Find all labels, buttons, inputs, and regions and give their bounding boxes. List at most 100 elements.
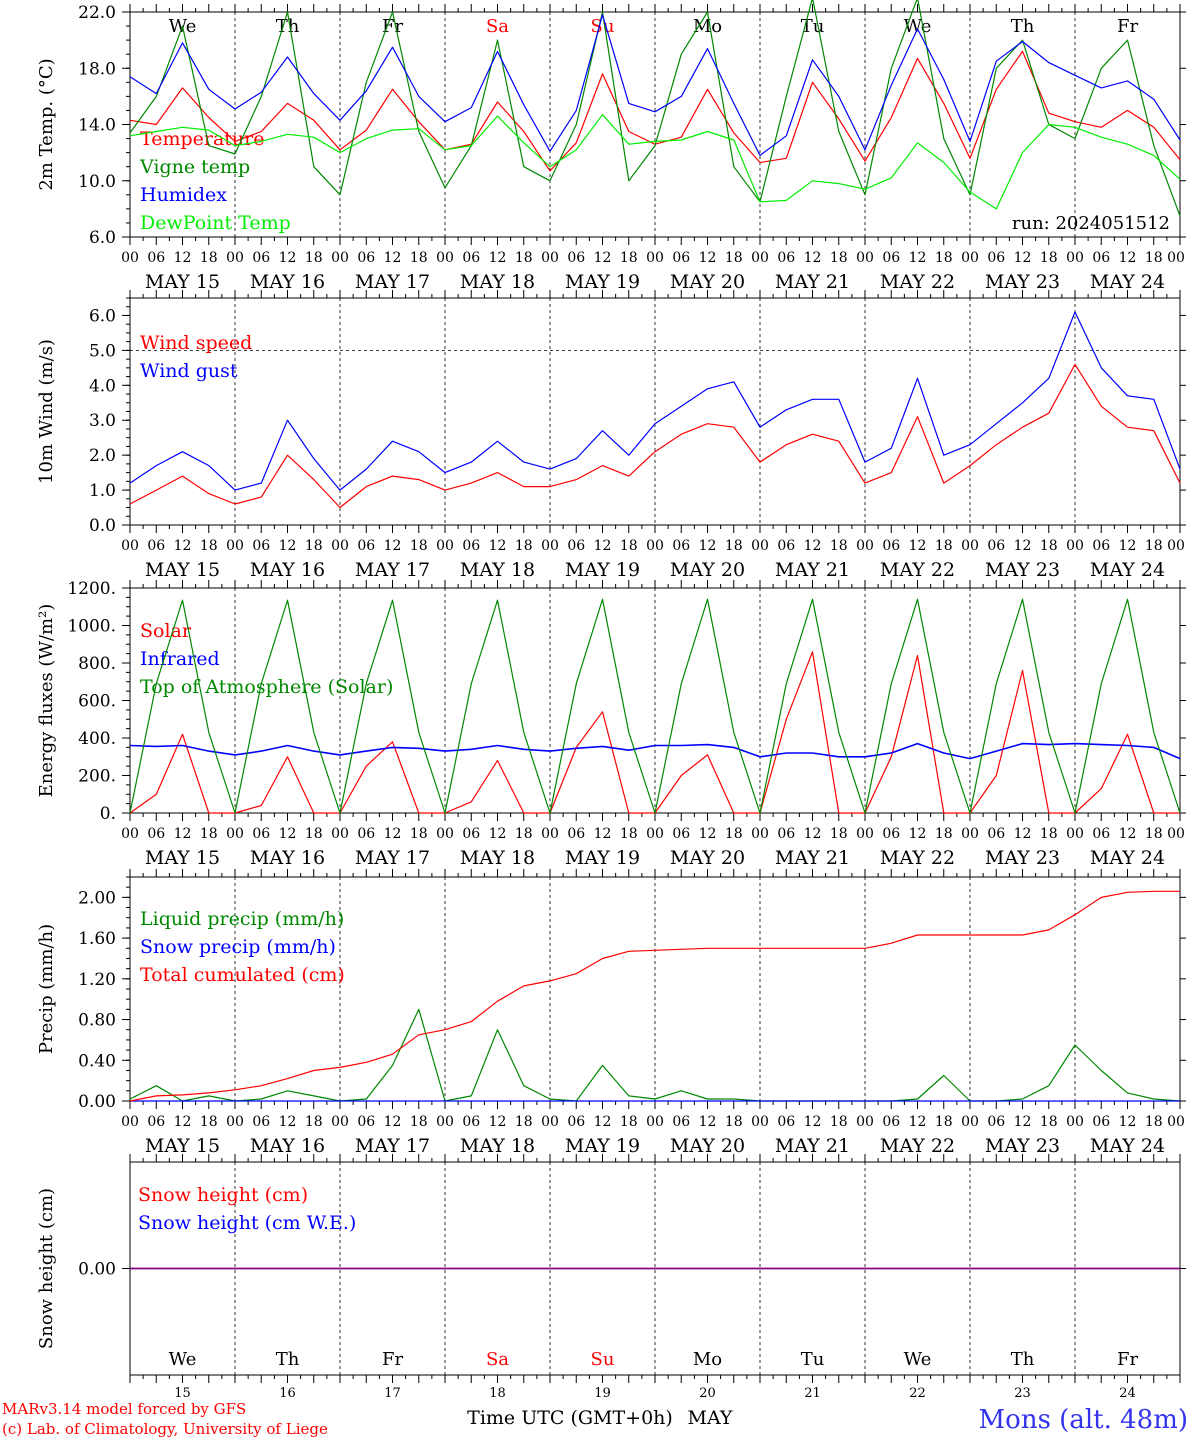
x-hour-label: 06 bbox=[672, 538, 690, 554]
x-hour-label: 00 bbox=[751, 826, 769, 842]
day-number-label: 21 bbox=[804, 1386, 821, 1401]
y-tick-label: 2.0 bbox=[89, 446, 116, 466]
x-date-label: MAY 20 bbox=[670, 559, 745, 581]
x-hour-label: 00 bbox=[646, 826, 664, 842]
station-label: Mons (alt. 48m) bbox=[979, 1405, 1188, 1435]
weekday-label: Tu bbox=[801, 16, 825, 37]
x-hour-label: 06 bbox=[672, 826, 690, 842]
x-hour-label: 06 bbox=[357, 826, 375, 842]
x-hour-label: 06 bbox=[777, 250, 795, 266]
x-hour-label: 06 bbox=[462, 1114, 480, 1130]
x-hour-label: 00 bbox=[226, 250, 244, 266]
weekday-label: We bbox=[169, 1349, 197, 1370]
x-hour-label: 06 bbox=[147, 1114, 165, 1130]
x-hour-label: 06 bbox=[777, 538, 795, 554]
x-hour-label: 00 bbox=[961, 538, 979, 554]
x-date-label: MAY 15 bbox=[145, 559, 220, 581]
series-line bbox=[129, 890, 1180, 1102]
weekday-label: Th bbox=[1011, 16, 1035, 37]
x-hour-label: 12 bbox=[174, 826, 192, 842]
x-hour-label: 00 bbox=[1066, 1114, 1084, 1130]
x-hour-label: 00 bbox=[541, 250, 559, 266]
y-tick-label: 0.0 bbox=[89, 516, 116, 536]
month-label: MAY bbox=[688, 1407, 733, 1429]
x-hour-label: 18 bbox=[725, 1114, 743, 1130]
legend-entry: Humidex bbox=[140, 184, 227, 206]
x-hour-label: 18 bbox=[515, 826, 533, 842]
weekday-label: Sa bbox=[486, 16, 509, 37]
x-date-label: MAY 16 bbox=[250, 559, 325, 581]
x-hour-label: 12 bbox=[594, 826, 612, 842]
x-hour-label: 00 bbox=[436, 826, 454, 842]
panel-frame bbox=[129, 11, 1181, 238]
x-date-label: MAY 18 bbox=[460, 271, 535, 293]
x-date-label: MAY 24 bbox=[1090, 1135, 1165, 1157]
x-hour-label: 00 bbox=[646, 1114, 664, 1130]
x-hour-label: 00 bbox=[226, 538, 244, 554]
x-hour-label: 00 bbox=[541, 826, 559, 842]
x-hour-label: 12 bbox=[804, 826, 822, 842]
y-tick-label: 1.20 bbox=[78, 970, 116, 990]
x-hour-label: 12 bbox=[909, 538, 927, 554]
x-date-label: MAY 18 bbox=[460, 1135, 535, 1157]
x-hour-label: 12 bbox=[1119, 826, 1137, 842]
x-hour-label: 18 bbox=[305, 538, 323, 554]
x-hour-label: 18 bbox=[620, 538, 638, 554]
y-tick-label: 10.0 bbox=[78, 172, 116, 192]
weekday-label: Th bbox=[276, 16, 300, 37]
weekday-label: We bbox=[904, 16, 932, 37]
x-hour-label: 06 bbox=[672, 1114, 690, 1130]
day-number-label: 16 bbox=[279, 1386, 296, 1401]
x-hour-label: 00 bbox=[961, 1114, 979, 1130]
x-date-label: MAY 15 bbox=[145, 271, 220, 293]
day-number-label: 20 bbox=[699, 1386, 716, 1401]
y-tick-label: 1000. bbox=[67, 617, 116, 637]
x-hour-label: 00 bbox=[1167, 1114, 1185, 1130]
x-hour-label: 18 bbox=[935, 1114, 953, 1130]
x-hour-label: 18 bbox=[620, 1114, 638, 1130]
y-tick-label: 14.0 bbox=[78, 116, 116, 136]
x-hour-label: 00 bbox=[1066, 826, 1084, 842]
series-line bbox=[129, 14, 1181, 156]
x-hour-label: 00 bbox=[226, 1114, 244, 1130]
x-hour-label: 18 bbox=[200, 826, 218, 842]
x-hour-label: 12 bbox=[174, 1114, 192, 1130]
weekday-label: Sa bbox=[486, 1349, 509, 1370]
x-hour-label: 18 bbox=[725, 250, 743, 266]
x-hour-label: 18 bbox=[200, 1114, 218, 1130]
x-hour-label: 12 bbox=[1014, 250, 1032, 266]
x-hour-label: 06 bbox=[252, 250, 270, 266]
x-hour-label: 12 bbox=[699, 250, 717, 266]
x-date-label: MAY 17 bbox=[355, 847, 430, 869]
x-hour-label: 12 bbox=[1119, 250, 1137, 266]
day-number-label: 15 bbox=[174, 1386, 191, 1401]
x-hour-label: 18 bbox=[1145, 1114, 1163, 1130]
x-date-label: MAY 24 bbox=[1090, 271, 1165, 293]
panel-1: 6.0 10.0 14.0 18.0 22.0 2m Temp. (°C) 00 06 12 18… bbox=[36, 0, 1186, 293]
x-hour-label: 06 bbox=[252, 826, 270, 842]
model-credit: MARv3.14 model forced by GFS bbox=[2, 1400, 246, 1418]
x-date-label: MAY 17 bbox=[355, 1135, 430, 1157]
x-date-label: MAY 18 bbox=[460, 559, 535, 581]
legend-entry: Snow height (cm W.E.) bbox=[138, 1212, 356, 1234]
run-annotation: run: 2024051512 bbox=[1012, 213, 1170, 234]
x-date-label: MAY 19 bbox=[565, 847, 640, 869]
x-hour-label: 18 bbox=[935, 538, 953, 554]
x-hour-label: 00 bbox=[436, 250, 454, 266]
x-hour-label: 12 bbox=[699, 1114, 717, 1130]
x-hour-label: 06 bbox=[567, 250, 585, 266]
y-tick-label: 6.0 bbox=[89, 228, 116, 248]
legend-entry: Top of Atmosphere (Solar) bbox=[140, 676, 393, 698]
y-tick-label: 1200. bbox=[67, 579, 116, 599]
y-tick-label: 0.80 bbox=[78, 1011, 116, 1031]
x-hour-label: 12 bbox=[384, 1114, 402, 1130]
x-hour-label: 00 bbox=[1066, 538, 1084, 554]
x-hour-label: 00 bbox=[541, 538, 559, 554]
x-hour-label: 06 bbox=[987, 826, 1005, 842]
x-hour-label: 00 bbox=[331, 1114, 349, 1130]
x-date-label: MAY 24 bbox=[1090, 559, 1165, 581]
x-hour-label: 12 bbox=[699, 826, 717, 842]
x-date-label: MAY 23 bbox=[985, 847, 1060, 869]
y-tick-label: 0.40 bbox=[78, 1051, 116, 1071]
x-hour-label: 00 bbox=[226, 826, 244, 842]
